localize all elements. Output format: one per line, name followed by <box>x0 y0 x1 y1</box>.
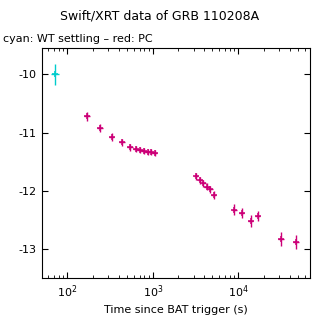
Text: Swift/XRT data of GRB 110208A: Swift/XRT data of GRB 110208A <box>60 10 260 23</box>
X-axis label: Time since BAT trigger (s): Time since BAT trigger (s) <box>104 305 248 316</box>
Text: cyan: WT settling – red: PC: cyan: WT settling – red: PC <box>3 34 153 44</box>
